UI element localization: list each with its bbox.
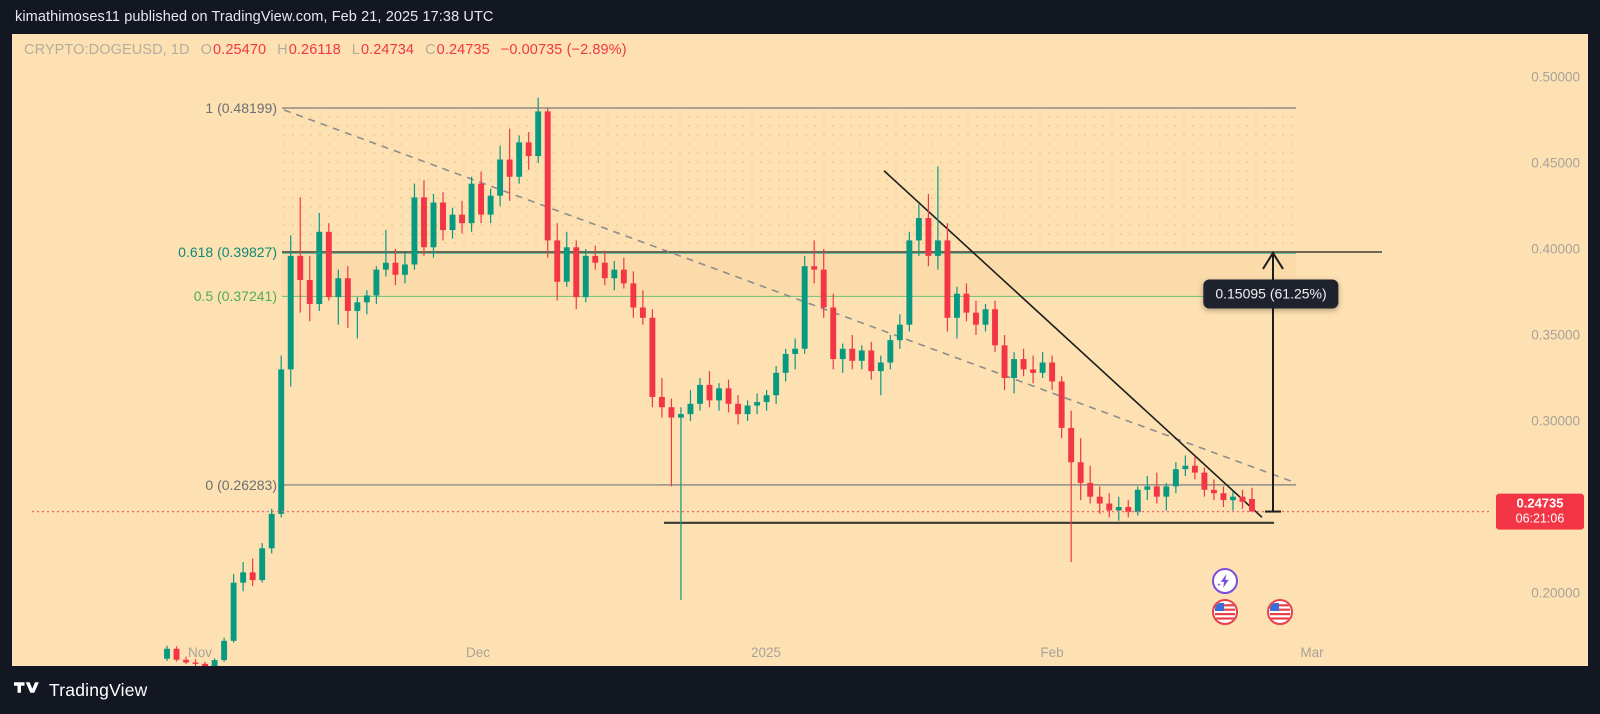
earnings-bolt-badge[interactable] [1212, 568, 1238, 594]
high-label: H [277, 42, 288, 58]
price-tick: 0.45000 [1531, 155, 1580, 171]
us-flag-icon [1270, 602, 1290, 622]
low-label: L [351, 42, 360, 58]
price-tick: 0.20000 [1531, 585, 1580, 601]
chart-legend: CRYPTO:DOGEUSD, 1D O0.25470 H0.26118 L0.247… [24, 42, 628, 58]
chart-pane[interactable]: CRYPTO:DOGEUSD, 1D O0.25470 H0.26118 L0.247… [12, 34, 1588, 666]
current-price-tag: 0.24735 06:21:06 [1496, 493, 1584, 530]
time-tick: Feb [1040, 645, 1064, 660]
close-value: 0.24735 [436, 42, 490, 58]
change-value: −0.00735 (−2.89%) [500, 42, 627, 58]
price-scale[interactable]: 0.50000 0.45000 0.40000 0.35000 0.30000 0.200… [1492, 34, 1588, 666]
time-tick: Mar [1300, 645, 1324, 660]
open-value: 0.25470 [213, 42, 267, 58]
high-value: 0.26118 [288, 42, 341, 58]
lightning-bolt-icon [1217, 574, 1229, 588]
open-label: O [200, 42, 213, 58]
price-tick: 0.35000 [1531, 327, 1580, 343]
us-flag-icon [1215, 602, 1235, 622]
fib-level-label: 0 (0.26283) [205, 476, 277, 493]
tradingview-brand-label: TradingView [49, 679, 148, 700]
symbol-label[interactable]: CRYPTO:DOGEUSD, 1D [24, 42, 190, 58]
bar-countdown: 06:21:06 [1515, 511, 1565, 526]
fib-level-label: 1 (0.48199) [205, 99, 277, 116]
publisher-strip: kimathimoses11 published on TradingView.… [0, 0, 1600, 34]
price-tick: 0.50000 [1531, 69, 1580, 85]
price-plot [32, 97, 1492, 666]
fib-level-label: 0.618 (0.39827) [178, 243, 277, 260]
price-tick: 0.30000 [1531, 413, 1580, 429]
time-tick: Nov [187, 645, 213, 660]
measurement-tooltip: 0.15095 (61.25%) [1203, 279, 1339, 309]
price-tick: 0.40000 [1531, 241, 1580, 257]
fib-level-label: 0.5 (0.37241) [193, 288, 277, 305]
us-flag-badge[interactable] [1267, 599, 1293, 625]
time-scale[interactable]: Nov Dec 2025 Feb Mar [12, 636, 1588, 666]
current-price-value: 0.24735 [1516, 495, 1564, 511]
tradingview-logo-icon [14, 681, 39, 693]
time-tick: Dec [465, 645, 491, 660]
branding-bar: TradingView [0, 666, 1600, 714]
close-label: C [425, 42, 436, 58]
us-flag-badge[interactable] [1212, 599, 1238, 625]
time-tick: 2025 [750, 645, 782, 660]
low-value: 0.24734 [360, 42, 415, 58]
